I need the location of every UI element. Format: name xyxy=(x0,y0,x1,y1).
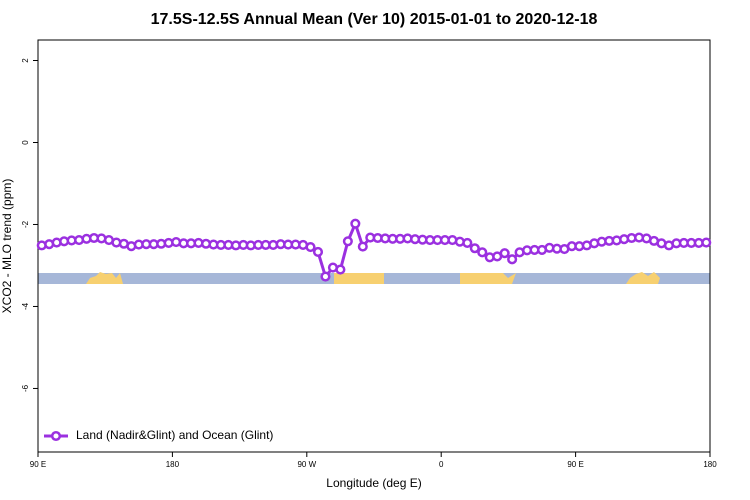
land-patch xyxy=(334,273,384,284)
chart-title: 17.5S-12.5S Annual Mean (Ver 10) 2015-01… xyxy=(151,11,598,28)
y-tick-label: 2 xyxy=(21,58,30,63)
series-line xyxy=(41,219,707,280)
data-point xyxy=(342,236,353,247)
data-point xyxy=(462,237,473,248)
x-tick-label: 0 xyxy=(439,460,444,469)
data-point xyxy=(320,271,331,282)
data-point xyxy=(312,246,324,257)
data-point xyxy=(350,218,361,229)
data-point xyxy=(499,248,510,259)
y-tick-label: -4 xyxy=(21,302,30,310)
x-tick-label: 180 xyxy=(703,460,717,469)
data-point xyxy=(335,264,346,275)
x-tick-label: 90 E xyxy=(567,460,583,469)
land-patch xyxy=(460,273,516,284)
y-tick-label: 0 xyxy=(21,140,30,145)
legend-label: Land (Nadir&Glint) and Ocean (Glint) xyxy=(76,428,273,442)
data-point xyxy=(357,241,368,252)
x-tick-label: 90 W xyxy=(297,460,316,469)
x-axis-label: Longitude (deg E) xyxy=(326,476,421,490)
land-patch xyxy=(86,272,123,284)
x-tick-label: 180 xyxy=(166,460,180,469)
data-point xyxy=(469,243,480,254)
data-point xyxy=(305,241,316,253)
legend-marker xyxy=(50,430,62,442)
surface-band xyxy=(38,272,710,284)
data-point xyxy=(477,247,488,258)
data-point xyxy=(507,254,518,265)
data-point xyxy=(701,237,712,248)
land-patch xyxy=(626,272,660,284)
y-tick-label: -6 xyxy=(21,384,30,392)
y-axis-label: XCO2 - MLO trend (ppm) xyxy=(0,179,14,314)
y-tick-label: -2 xyxy=(21,220,30,228)
x-tick-label: 90 E xyxy=(30,460,46,469)
